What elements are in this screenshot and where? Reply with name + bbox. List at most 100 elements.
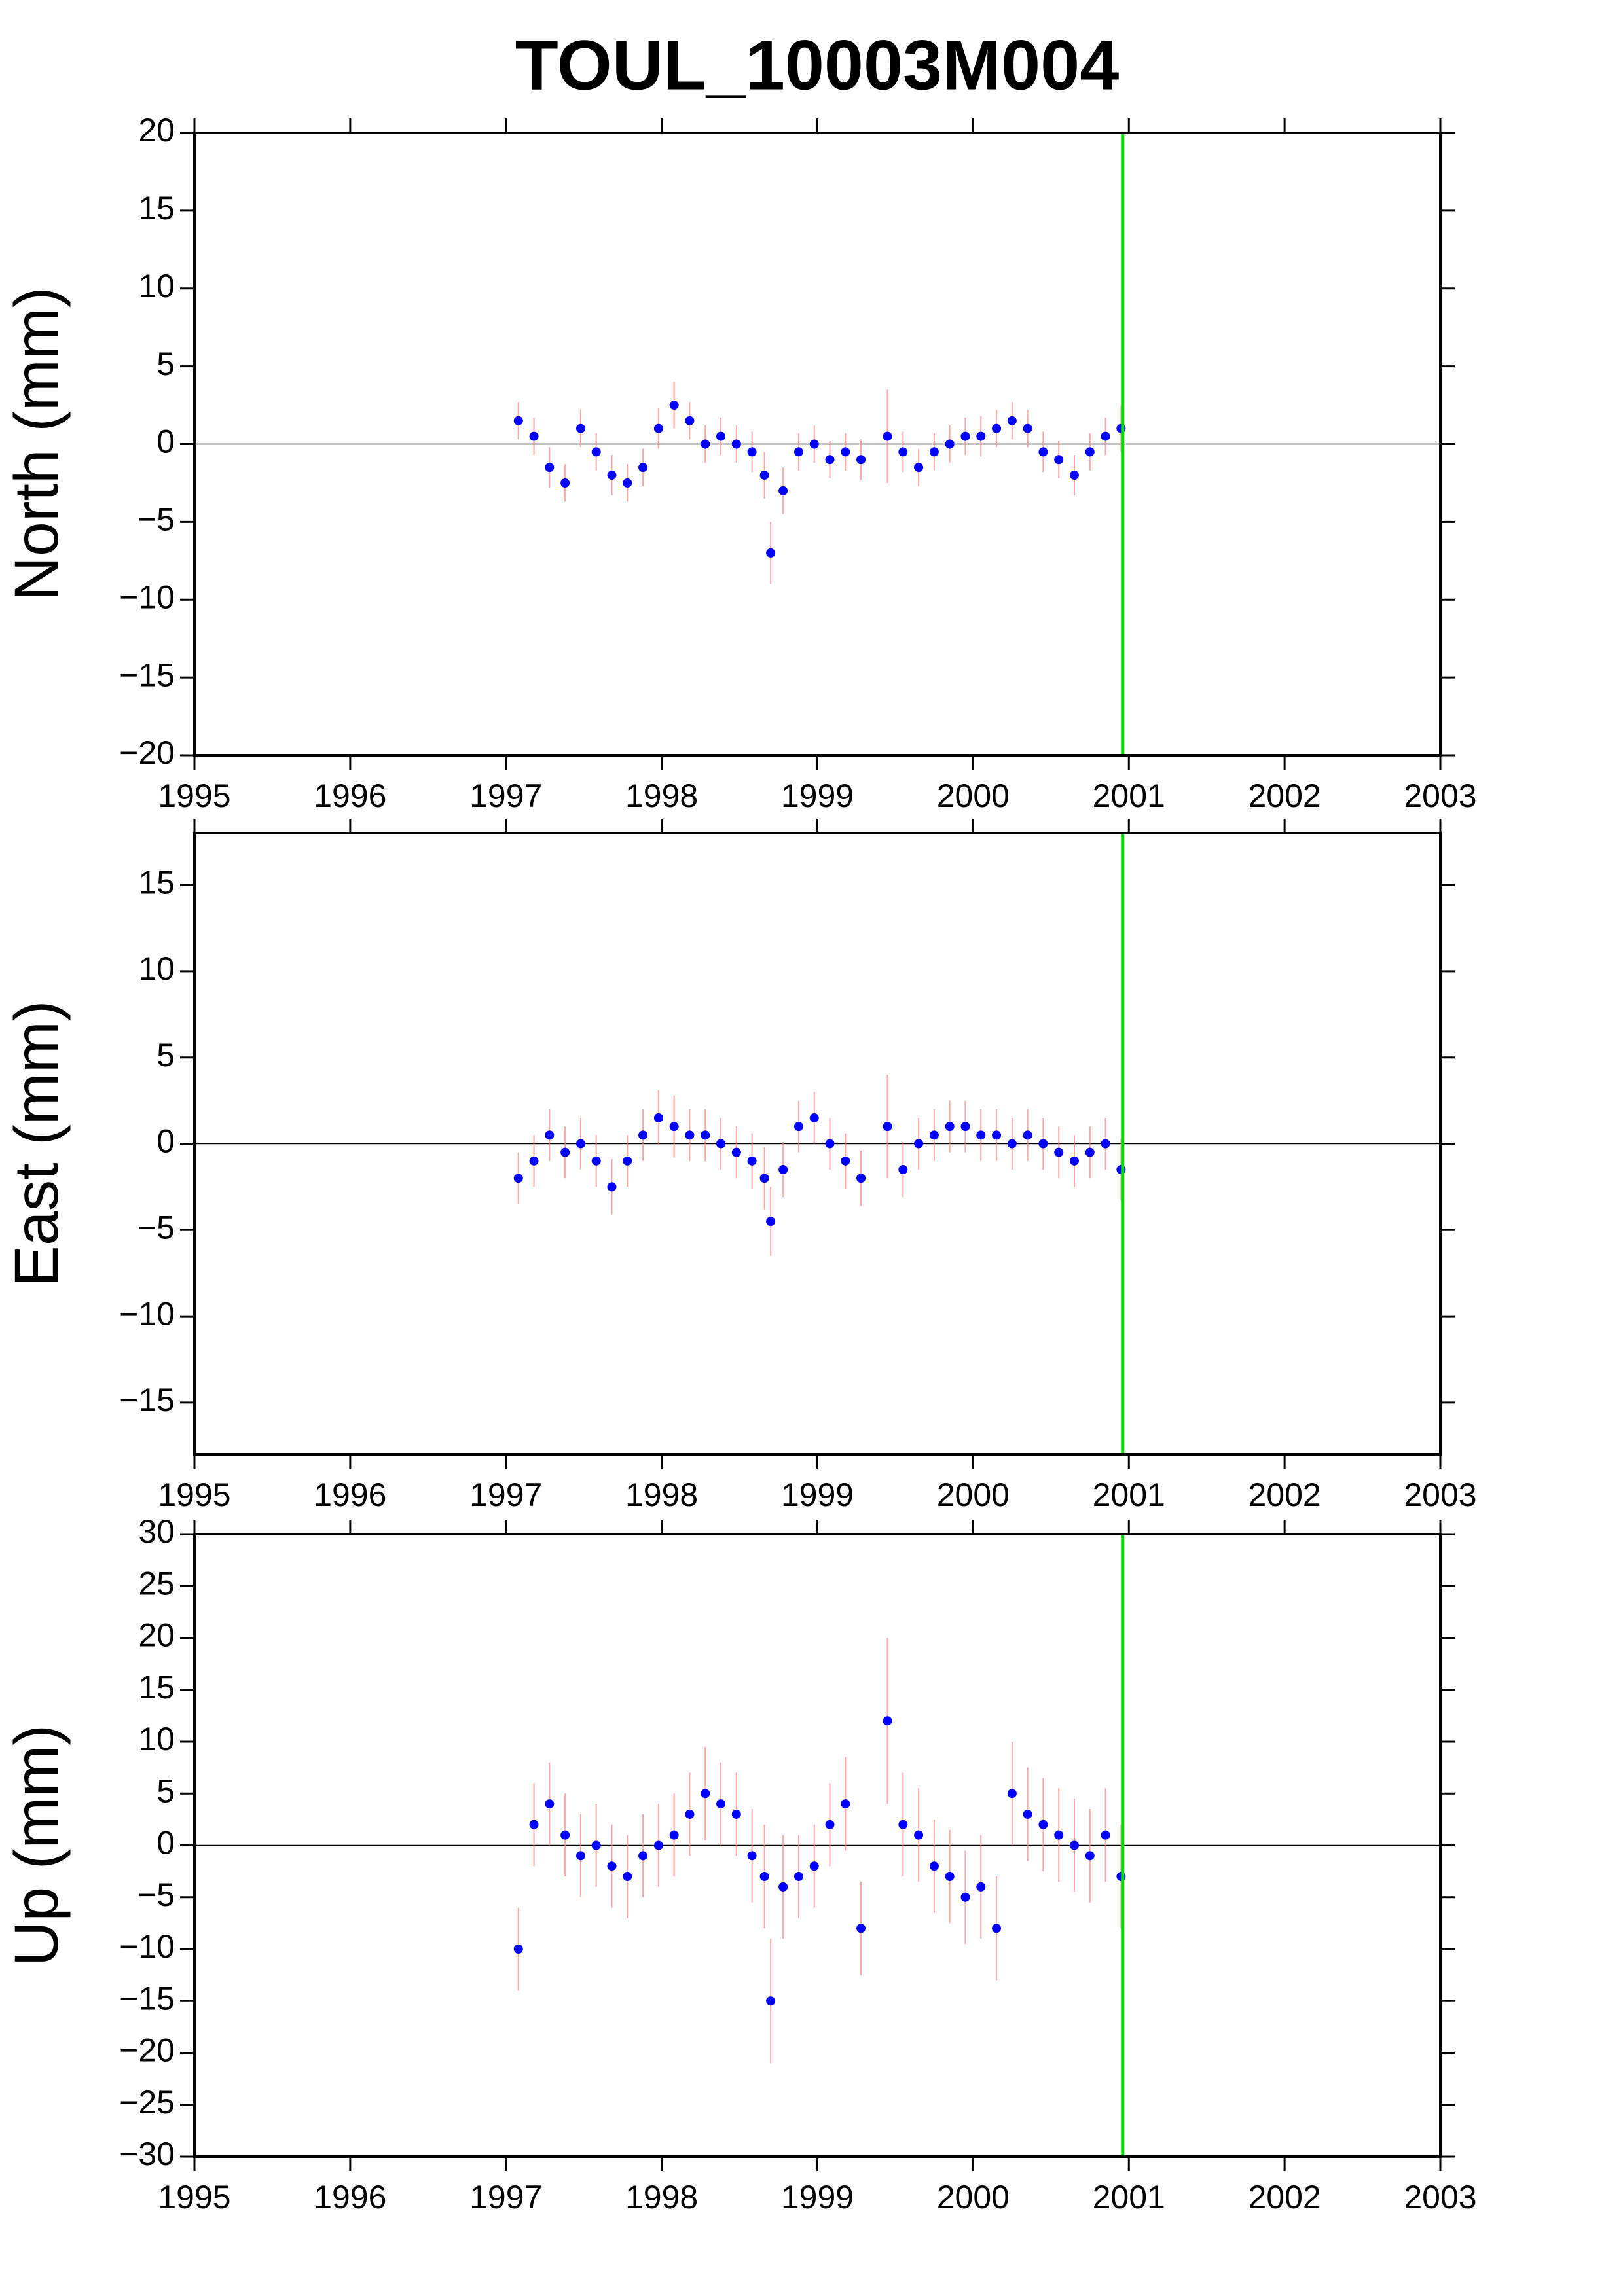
data-point: [1038, 1139, 1048, 1149]
data-point: [685, 1809, 695, 1819]
y-tick-label: 15: [138, 864, 175, 901]
data-point: [575, 423, 585, 433]
data-point: [914, 1830, 924, 1840]
x-tick-label: 2002: [1249, 1477, 1321, 1513]
y-tick-label: −15: [119, 1382, 175, 1418]
data-point: [976, 1130, 986, 1140]
data-point: [701, 1130, 710, 1140]
y-tick-label: −30: [119, 2136, 175, 2172]
x-tick-label: 1996: [314, 2179, 386, 2215]
y-tick-label: 5: [156, 1037, 175, 1073]
x-tick-label: 2001: [1093, 1477, 1165, 1513]
y-tick-label: −15: [119, 1980, 175, 2017]
y-tick-label: 25: [138, 1565, 175, 1602]
data-point: [701, 1789, 710, 1799]
data-point: [929, 447, 939, 457]
data-point: [716, 431, 726, 441]
x-tick-label: 2003: [1404, 2179, 1476, 2215]
y-tick-label: −10: [119, 579, 175, 615]
data-point: [809, 1113, 819, 1122]
data-point: [685, 416, 695, 425]
y-tick-label: 10: [138, 268, 175, 304]
x-tick-label: 1998: [625, 2179, 698, 2215]
data-point: [1023, 423, 1032, 433]
data-point: [793, 1872, 803, 1882]
y-tick-label: 10: [138, 950, 175, 987]
x-tick-label: 2001: [1093, 778, 1165, 814]
x-tick-label: 2003: [1404, 1477, 1476, 1513]
data-point: [623, 478, 632, 488]
data-point: [898, 1165, 908, 1175]
data-point: [653, 423, 663, 433]
data-point: [960, 1122, 970, 1132]
data-point: [1023, 1809, 1032, 1819]
x-tick-label: 1995: [158, 2179, 230, 2215]
data-point: [638, 1130, 648, 1140]
y-axis-label: East (mm): [2, 1000, 71, 1287]
data-point: [1054, 1147, 1064, 1157]
x-tick-label: 1998: [625, 778, 698, 814]
y-tick-label: 10: [138, 1721, 175, 1757]
data-point: [623, 1156, 632, 1166]
y-axis-label: North (mm): [2, 287, 71, 601]
data-point: [759, 471, 769, 480]
y-tick-label: 30: [138, 1513, 175, 1550]
data-point: [1007, 416, 1017, 425]
x-tick-label: 1999: [781, 1477, 854, 1513]
y-tick-label: 20: [138, 112, 175, 149]
data-point: [766, 548, 776, 558]
data-point: [960, 431, 970, 441]
data-point: [638, 1851, 648, 1861]
y-axis-label: Up (mm): [2, 1725, 71, 1966]
data-point: [759, 1872, 769, 1882]
data-point: [976, 1882, 986, 1892]
y-tick-label: 20: [138, 1617, 175, 1654]
data-point: [1007, 1789, 1017, 1799]
data-point: [809, 1861, 819, 1871]
x-tick-label: 1998: [625, 1477, 698, 1513]
data-point: [841, 447, 850, 457]
data-point: [747, 1156, 757, 1166]
data-point: [607, 1182, 617, 1192]
data-point: [701, 439, 710, 449]
y-tick-label: −10: [119, 1928, 175, 1965]
y-tick-label: −20: [119, 2032, 175, 2069]
y-tick-label: −10: [119, 1295, 175, 1332]
x-tick-label: 2000: [937, 2179, 1010, 2215]
data-point: [809, 439, 819, 449]
data-point: [638, 463, 648, 473]
x-tick-label: 1995: [158, 778, 230, 814]
data-point: [898, 1820, 908, 1829]
data-point: [1101, 1830, 1110, 1840]
data-point: [591, 1156, 601, 1166]
data-point: [513, 416, 523, 425]
data-point: [575, 1851, 585, 1861]
data-point: [560, 1830, 570, 1840]
data-point: [545, 463, 555, 473]
y-tick-label: −5: [137, 1210, 175, 1246]
data-point: [825, 455, 835, 465]
data-point: [976, 431, 986, 441]
chart-title: TOUL_10003M004: [515, 26, 1120, 105]
data-point: [766, 1996, 776, 2006]
data-point: [793, 1122, 803, 1132]
data-point: [731, 1147, 741, 1157]
y-tick-label: 15: [138, 1669, 175, 1706]
plot-frame: [193, 132, 1442, 757]
data-point: [513, 1945, 523, 1954]
data-point: [778, 486, 788, 495]
y-tick-label: −5: [137, 1876, 175, 1913]
x-tick-label: 1996: [314, 1477, 386, 1513]
x-tick-label: 1997: [469, 1477, 542, 1513]
y-tick-label: 5: [156, 1772, 175, 1809]
data-point: [1085, 1851, 1095, 1861]
x-tick-label: 1999: [781, 778, 854, 814]
data-point: [747, 1851, 757, 1861]
data-point: [575, 1139, 585, 1149]
y-tick-label: −20: [119, 734, 175, 771]
data-point: [623, 1872, 632, 1882]
data-point: [607, 471, 617, 480]
y-tick-label: 0: [156, 423, 175, 460]
y-tick-label: 0: [156, 1123, 175, 1160]
